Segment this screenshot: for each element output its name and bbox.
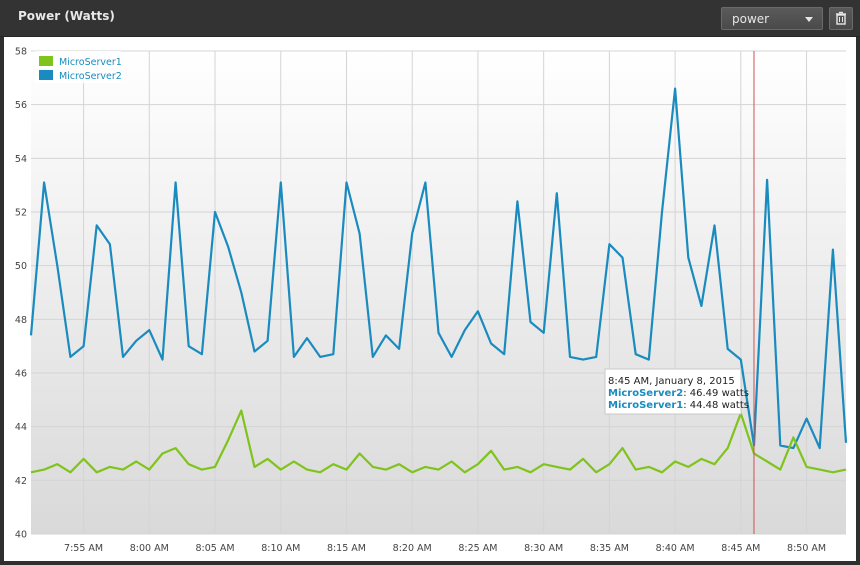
series-line-microserver1: [30, 409, 847, 474]
x-tick-label: 8:20 AM: [393, 543, 432, 554]
tooltip-row-microserver1: MicroServer1: 44.48 watts: [608, 400, 749, 411]
y-tick-label: 42: [15, 476, 27, 487]
metric-select[interactable]: power: [721, 7, 823, 30]
x-tick-label: 8:25 AM: [458, 543, 497, 554]
legend-label-microserver1[interactable]: MicroServer1: [59, 57, 122, 68]
delete-button[interactable]: [829, 7, 853, 30]
x-tick-label: 8:00 AM: [130, 543, 169, 554]
legend-swatch-microserver2: [39, 70, 53, 80]
grid-lines: [31, 50, 846, 535]
x-tick-label: 8:45 AM: [721, 543, 760, 554]
y-tick-label: 48: [15, 315, 27, 326]
legend-label-microserver2[interactable]: MicroServer2: [59, 71, 122, 82]
metric-select-value: power: [732, 12, 770, 26]
chart-area: 40 42 44 46 48 50 52 54 56 58 7:55 AM 8:00 AM 8:05 …: [4, 37, 856, 561]
x-tick-label: 8:40 AM: [656, 543, 695, 554]
y-tick-label: 46: [15, 369, 27, 380]
y-tick-label: 58: [15, 47, 27, 58]
x-tick-label: 8:10 AM: [261, 543, 300, 554]
y-tick-label: 54: [15, 154, 27, 165]
x-tick-label: 7:55 AM: [64, 543, 103, 554]
x-tick-label: 8:15 AM: [327, 543, 366, 554]
panel-title: Power (Watts): [18, 9, 115, 23]
y-tick-label: 40: [15, 530, 27, 541]
y-tick-label: 56: [15, 100, 27, 111]
trash-icon: [836, 11, 846, 25]
series-line-microserver2: [29, 87, 848, 450]
plot-background: [31, 51, 846, 534]
x-axis-ticks: 7:55 AM 8:00 AM 8:05 AM 8:10 AM 8:15 AM 8:20 …: [64, 543, 826, 554]
tooltip-box: [604, 368, 742, 415]
power-line-chart[interactable]: 40 42 44 46 48 50 52 54 56 58 7:55 AM 8:00 AM 8:05 …: [4, 37, 856, 561]
y-tick-label: 44: [15, 422, 27, 433]
tooltip-series-value: 44.48 watts: [690, 400, 749, 411]
y-axis-ticks: 40 42 44 46 48 50 52 54 56 58: [15, 47, 27, 541]
panel-header: Power (Watts) power: [0, 0, 860, 37]
y-tick-label: 50: [15, 261, 27, 272]
hover-tooltip: 8:45 AM, January 8, 2015 MicroServer2: 4…: [604, 368, 749, 415]
x-tick-label: 8:30 AM: [524, 543, 563, 554]
tooltip-series-name: MicroServer1: [608, 400, 683, 411]
tooltip-series-name: MicroServer2: [608, 388, 683, 399]
y-tick-label: 52: [15, 208, 27, 219]
tooltip-series-value: 46.49 watts: [690, 388, 749, 399]
x-tick-label: 8:35 AM: [590, 543, 629, 554]
tooltip-time: 8:45 AM, January 8, 2015: [608, 376, 735, 387]
chevron-down-icon: [805, 17, 813, 22]
legend-swatch-microserver1: [39, 56, 53, 66]
series-lines: [29, 87, 848, 474]
tooltip-row-microserver2: MicroServer2: 46.49 watts: [608, 388, 749, 399]
legend: MicroServer1 MicroServer2: [35, 51, 122, 83]
x-tick-label: 8:05 AM: [196, 543, 235, 554]
x-tick-label: 8:50 AM: [787, 543, 826, 554]
